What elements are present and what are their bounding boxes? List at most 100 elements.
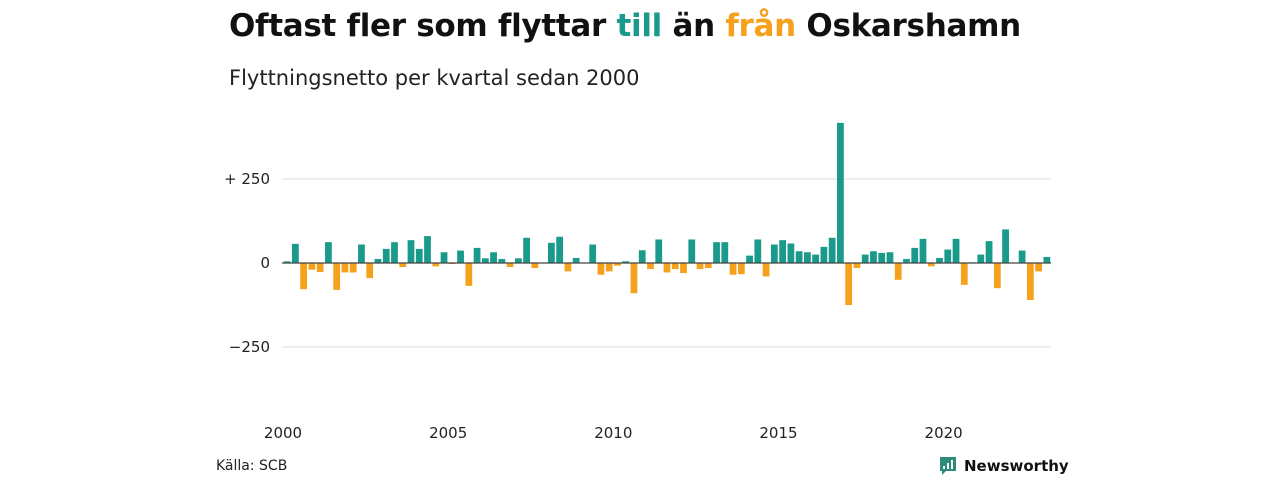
bar [737, 263, 745, 275]
bar [638, 250, 646, 263]
bar [820, 246, 828, 263]
bar [564, 263, 572, 272]
bar [316, 263, 324, 273]
bar [382, 248, 390, 263]
bar [754, 239, 762, 263]
bar [407, 240, 415, 263]
source-note: Källa: SCB [216, 458, 288, 474]
bar [572, 257, 580, 263]
brand-logo: Newsworthy [938, 456, 1069, 476]
bar [911, 247, 919, 263]
bar [828, 237, 836, 263]
bar [432, 263, 440, 267]
bar [993, 263, 1001, 289]
bar [721, 242, 729, 263]
bar [845, 263, 853, 305]
bar [556, 236, 564, 263]
bar [283, 261, 291, 263]
bar [614, 263, 621, 266]
bar [523, 237, 530, 263]
bar [514, 258, 522, 263]
bar [647, 263, 654, 270]
bar [671, 263, 679, 270]
title-part: Oskarshamn [795, 8, 1021, 44]
bar [358, 244, 365, 263]
x-tick-label: 2015 [759, 424, 797, 442]
bar [399, 263, 407, 268]
chart-subtitle: Flyttningsnetto per kvartal sedan 2000 [229, 66, 640, 90]
y-tick-label: −250 [229, 338, 270, 356]
bar [936, 257, 943, 263]
bar [1018, 250, 1026, 263]
bar [1035, 263, 1042, 272]
bar [713, 242, 720, 263]
bar [366, 263, 374, 279]
bar [325, 242, 332, 263]
x-tick-label: 2005 [429, 424, 467, 442]
bar [292, 243, 299, 263]
bar [663, 263, 671, 273]
bar [531, 263, 539, 269]
bar [440, 252, 448, 263]
bar [630, 263, 638, 294]
y-tick-label: + 250 [224, 170, 270, 188]
bar [853, 263, 861, 269]
bar [729, 263, 737, 275]
bar [391, 242, 398, 263]
bar [465, 263, 473, 286]
bar [977, 254, 985, 263]
title-part-till: till [616, 8, 662, 44]
bar [919, 238, 927, 263]
bar [308, 263, 316, 270]
bar [300, 263, 308, 290]
bar [457, 250, 464, 263]
bar [746, 255, 753, 263]
title-part: Oftast fler som flyttar [229, 8, 617, 44]
bar [688, 239, 696, 263]
bar [903, 258, 910, 263]
bar [985, 241, 993, 263]
bar [1026, 263, 1034, 300]
bar [787, 243, 795, 263]
bar [878, 252, 886, 263]
bar [589, 244, 597, 263]
x-tick-label: 2020 [925, 424, 963, 442]
bar [680, 263, 687, 274]
y-tick-label: 0 [260, 254, 270, 272]
bar [795, 251, 803, 263]
bar [333, 263, 341, 290]
bar [498, 258, 506, 263]
bar [837, 122, 844, 263]
bar [415, 248, 423, 263]
bar [812, 254, 820, 263]
chart-title: Oftast fler som flyttar till än från Osk… [229, 8, 1021, 44]
bar [481, 258, 489, 263]
x-tick-label: 2000 [264, 424, 302, 442]
bar [770, 244, 778, 263]
bar [944, 249, 952, 263]
brand-name: Newsworthy [964, 457, 1069, 475]
bar [597, 263, 605, 275]
bar [952, 238, 960, 263]
bar [473, 247, 481, 263]
bar [655, 239, 663, 263]
bar [341, 263, 349, 273]
bar [960, 263, 968, 285]
bar [762, 263, 770, 277]
bar [374, 258, 382, 263]
bar [490, 252, 497, 263]
bar [870, 251, 877, 263]
bar [894, 263, 902, 280]
title-part-fran: från [725, 8, 796, 44]
x-tick-label: 2010 [594, 424, 632, 442]
title-part: än [661, 8, 726, 44]
bar [506, 263, 514, 268]
bar [861, 254, 869, 263]
bar [927, 263, 935, 267]
bar [548, 242, 555, 263]
newsworthy-logo-icon [940, 457, 956, 475]
bar [779, 240, 786, 263]
bar [605, 263, 613, 272]
bar [804, 252, 811, 263]
